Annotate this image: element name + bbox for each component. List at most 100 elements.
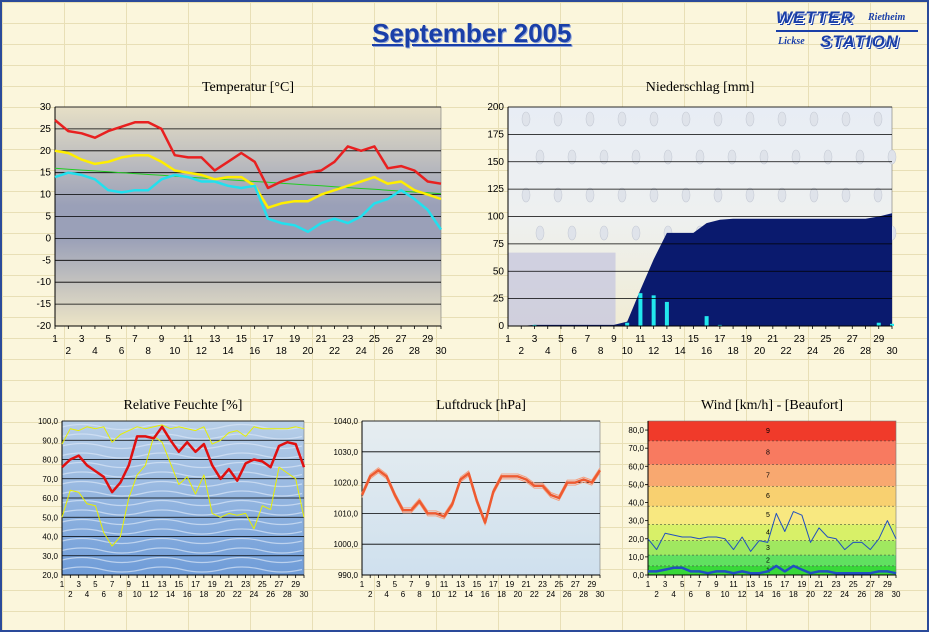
temperature-xtick-label: 19 [289,334,301,345]
pressure-ytick-label: 990,0 [338,571,359,580]
wind-xtick-label: 23 [832,580,841,589]
temperature-series-min [54,171,443,234]
humidity-water-texture [61,509,303,516]
logo-divider [776,30,918,32]
temperature-ytick-label: -15 [37,299,52,310]
raindrop-icon [567,225,577,241]
raindrop-icon [617,111,627,127]
wind-xtick-label: 24 [840,590,849,599]
temperature-ytick-label: 0 [45,233,51,244]
temperature-ytick-label: 15 [40,168,52,179]
wind-beaufort-band-3 [648,540,896,556]
raindrop-icon [585,111,595,127]
humidity-ytick-label: 30,0 [42,552,58,561]
precipitation-xtick-label: 15 [688,334,700,345]
humidity-ytick-label: 60,0 [42,494,58,503]
pressure-ytick-label: 1030,0 [334,448,359,457]
raindrop-icon [809,111,819,127]
humidity-xtick-label: 7 [110,580,115,589]
wind-ytick-label: 50,0 [628,480,644,489]
temperature-xtick-label: 1 [52,334,58,345]
pressure-ytick-label: 1000,0 [334,540,359,549]
precipitation-xtick-label: 25 [820,334,832,345]
page-title: September 2005 [372,18,572,48]
temperature-xtick-label: 14 [222,346,234,357]
raindrop-icon [695,149,705,165]
wind-xtick-label: 10 [721,590,730,599]
temperature-xtick-label: 20 [302,346,314,357]
pressure-xtick-label: 20 [513,590,522,599]
humidity-xtick-label: 9 [127,580,132,589]
raindrop-icon [745,187,755,203]
wind-beaufort-band-6 [648,486,896,507]
humidity-ytick-label: 20,0 [42,571,58,580]
wind-series-avg [648,564,897,575]
precipitation-bar-day-11 [638,293,643,326]
wind-xtick-label: 11 [729,580,738,589]
precipitation-xtick-label: 29 [873,334,885,345]
raindrop-icon [599,225,609,241]
wind-beaufort-band-1 [648,565,896,575]
raindrop-icon [553,111,563,127]
precipitation-ytick-label: 50 [493,266,505,277]
humidity-ytick-label: 70,0 [42,475,58,484]
pressure-xtick-label: 3 [376,580,381,589]
wind-xtick-label: 25 [849,580,858,589]
raindrop-icon [521,187,531,203]
humidity-water-texture [61,490,303,497]
raindrop-icon [873,187,883,203]
humidity-water-texture [61,433,303,440]
humidity-ytick-label: 80,0 [42,456,58,465]
pressure-xtick-label: 30 [596,590,605,599]
wind-beaufort-band-7 [648,464,896,487]
humidity-xtick-label: 26 [266,590,275,599]
precipitation-xtick-label: 22 [781,346,793,357]
pressure-title: Luftdruck [hPa] [436,398,526,413]
humidity-xtick-label: 3 [76,580,81,589]
temperature-ytick-label: 10 [40,190,52,201]
raindrop-icon [681,187,691,203]
humidity-xtick-label: 16 [183,590,192,599]
humidity-water-texture [61,566,303,573]
temperature-xtick-label: 27 [396,334,408,345]
pressure-xtick-label: 14 [464,590,473,599]
logo-place-rietheim: Rietheim [868,12,906,23]
temperature-xtick-label: 21 [316,334,328,345]
wind-beaufort-band-2 [648,555,896,566]
precipitation-xtick-label: 6 [571,346,577,357]
temperature-xtick-label: 28 [409,346,421,357]
wind-xtick-label: 17 [780,580,789,589]
humidity-water-texture [61,480,303,488]
temperature-series-max [54,119,442,190]
humidity-xtick-label: 30 [300,590,309,599]
humidity-xtick-label: 8 [118,590,123,599]
humidity-xtick-label: 27 [275,580,284,589]
humidity-xtick-label: 12 [149,590,158,599]
temperature-xtick-label: 15 [236,334,248,345]
humidity-xtick-label: 17 [191,580,200,589]
raindrop-icon [713,187,723,203]
pressure-xtick-label: 15 [472,580,481,589]
pressure-xtick-label: 17 [489,580,498,589]
temperature-xtick-label: 23 [342,334,354,345]
temperature-xtick-label: 4 [92,346,98,357]
pressure-xtick-label: 28 [579,590,588,599]
humidity-series-max [61,424,305,445]
raindrop-icon [585,187,595,203]
humidity-xtick-label: 2 [68,590,73,599]
pressure-ytick-label: 1020,0 [334,479,359,488]
precipitation-ytick-label: 75 [493,239,505,250]
humidity-xtick-label: 24 [249,590,258,599]
temperature-series-avg [54,149,442,209]
wind-xtick-label: 15 [763,580,772,589]
wind-beaufort-label: 7 [766,472,770,479]
humidity-water-texture [61,442,303,450]
temperature-xtick-label: 22 [329,346,341,357]
humidity-water-texture [61,547,303,554]
raindrop-icon [599,149,609,165]
temperature-xtick-label: 30 [435,346,447,357]
precipitation-bar-day-17 [717,324,722,326]
pressure-xtick-label: 13 [456,580,465,589]
raindrop-icon [535,225,545,241]
raindrop-icon [631,149,641,165]
